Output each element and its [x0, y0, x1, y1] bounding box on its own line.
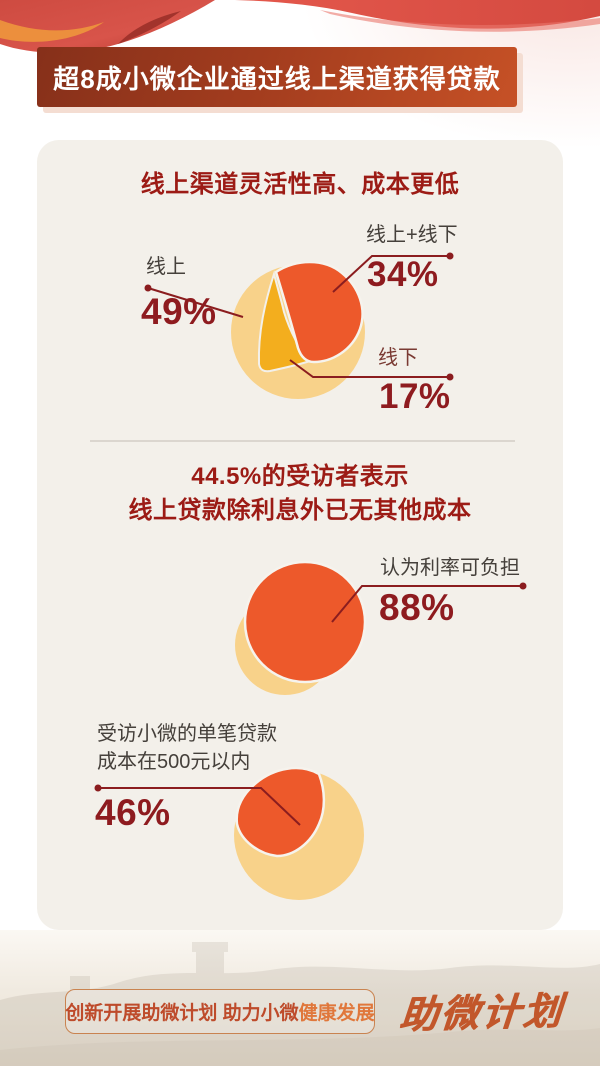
- footer-slogan-part1: 创新开展助微计划 助力小微: [65, 1003, 299, 1024]
- value-online: 49%: [141, 291, 217, 332]
- foreground-haze: [0, 1028, 600, 1066]
- label-rate-affordable: 认为利率可负担: [380, 557, 520, 579]
- label-loan-cost-line2: 成本在500元以内: [97, 751, 251, 773]
- pie-chart-channels: [231, 262, 365, 399]
- header-banner: 超8成小微企业通过线上渠道获得贷款: [37, 47, 517, 107]
- label-loan-cost-line1: 受访小微的单笔贷款: [97, 723, 277, 745]
- pie-slice-affordable: [243, 560, 367, 684]
- label-loan-cost: 受访小微的单笔贷款 成本在500元以内: [97, 720, 317, 776]
- section1-title: 线上渠道灵活性高、成本更低: [140, 171, 460, 198]
- ribbon-dark-fold: [118, 11, 181, 44]
- ribbon-right-highlight: [320, 10, 600, 32]
- section2-title-line1: 44.5%的受访者表示: [191, 463, 409, 490]
- pie-chart-loan-cost: [234, 766, 364, 900]
- footer-slogan-badge: 创新开展助微计划 助力小微 健康发展: [65, 989, 375, 1034]
- value-rate-affordable: 88%: [379, 587, 455, 628]
- section2-title: 44.5%的受访者表示 线上贷款除利息外已无其他成本: [37, 460, 563, 528]
- ribbon-left-fold: [0, 0, 215, 53]
- section2-title-line2: 线上贷款除利息外已无其他成本: [128, 497, 472, 524]
- label-online-offline: 线上+线下: [366, 224, 458, 246]
- wall-ridge: [0, 1004, 600, 1066]
- ribbon-orange-streak: [0, 20, 104, 42]
- red-ribbon-decoration: [0, 0, 600, 53]
- ribbon-right-wave: [235, 0, 600, 29]
- value-online-offline: 34%: [367, 255, 439, 294]
- content-card: 线上渠道灵活性高、成本更低 线上 49% 线上+线下 34% 线下 17% 44…: [37, 140, 563, 930]
- banner-title: 超8成小微企业通过线上渠道获得贷款: [53, 63, 501, 94]
- value-offline: 17%: [379, 377, 451, 416]
- wall-tower-top: [192, 942, 228, 952]
- pie-chart-interest-affordable: [235, 560, 367, 695]
- footer-slogan-part2: 健康发展: [298, 1003, 375, 1024]
- label-offline: 线下: [378, 347, 418, 369]
- value-loan-cost: 46%: [95, 792, 171, 833]
- label-online: 线上: [146, 256, 186, 278]
- brand-logo: 助微计划: [397, 987, 566, 1038]
- section-divider: [90, 440, 515, 442]
- wall-tower-left: [70, 976, 90, 1010]
